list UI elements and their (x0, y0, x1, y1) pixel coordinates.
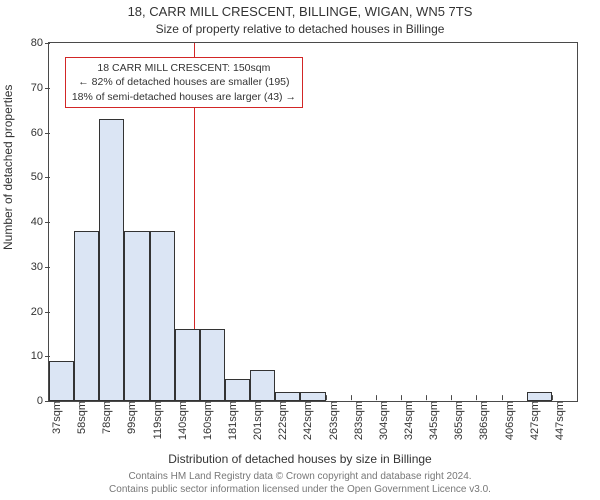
histogram-bar (150, 231, 175, 401)
x-tick: 427sqm (525, 401, 541, 440)
x-tick: 201sqm (248, 401, 264, 440)
y-tick: 70 (31, 82, 49, 94)
y-tick: 40 (31, 216, 49, 228)
histogram-bar (99, 119, 124, 401)
x-tick: 324sqm (399, 401, 415, 440)
x-tick: 406sqm (500, 401, 516, 440)
y-tick: 30 (31, 261, 49, 273)
x-tick: 222sqm (273, 401, 289, 440)
x-tick: 263sqm (324, 401, 340, 440)
annotation-line-3: 18% of semi-detached houses are larger (… (72, 90, 296, 104)
histogram-bar (200, 329, 225, 401)
x-tick: 386sqm (474, 401, 490, 440)
annotation-line-2: ← 82% of detached houses are smaller (19… (72, 75, 296, 89)
y-tick: 80 (31, 37, 49, 49)
y-tick: 10 (31, 350, 49, 362)
histogram-bar (74, 231, 99, 401)
histogram-bar (300, 392, 325, 401)
histogram-bar (49, 361, 74, 401)
y-axis-label: Number of detached properties (1, 85, 15, 250)
histogram-bar (225, 379, 250, 401)
x-tick: 99sqm (122, 401, 138, 434)
annotation-box: 18 CARR MILL CRESCENT: 150sqm ← 82% of d… (65, 57, 303, 108)
x-tick: 304sqm (374, 401, 390, 440)
histogram-bar (275, 392, 300, 401)
x-tick: 447sqm (550, 401, 566, 440)
x-tick: 160sqm (198, 401, 214, 440)
histogram-bar (175, 329, 200, 401)
y-tick: 50 (31, 171, 49, 183)
y-tick: 60 (31, 127, 49, 139)
histogram-bar (250, 370, 275, 401)
x-tick: 242sqm (298, 401, 314, 440)
x-tick: 181sqm (223, 401, 239, 440)
chart-title: 18, CARR MILL CRESCENT, BILLINGE, WIGAN,… (0, 4, 600, 19)
chart-subtitle: Size of property relative to detached ho… (0, 22, 600, 36)
y-tick: 20 (31, 306, 49, 318)
footer-line-2: Contains public sector information licen… (0, 484, 600, 497)
chart-frame: 18, CARR MILL CRESCENT, BILLINGE, WIGAN,… (0, 0, 600, 500)
x-tick: 78sqm (97, 401, 113, 434)
annotation-line-1: 18 CARR MILL CRESCENT: 150sqm (72, 61, 296, 75)
x-tick: 37sqm (47, 401, 63, 434)
x-tick: 365sqm (449, 401, 465, 440)
footer-attribution: Contains HM Land Registry data © Crown c… (0, 471, 600, 496)
histogram-bar (124, 231, 149, 401)
x-axis-label: Distribution of detached houses by size … (0, 452, 600, 466)
x-tick: 283sqm (349, 401, 365, 440)
histogram-bar (527, 392, 552, 401)
x-tick: 140sqm (173, 401, 189, 440)
x-tick: 58sqm (72, 401, 88, 434)
x-tick: 345sqm (424, 401, 440, 440)
footer-line-1: Contains HM Land Registry data © Crown c… (0, 471, 600, 484)
x-tick: 119sqm (148, 401, 164, 439)
plot-area: 18 CARR MILL CRESCENT: 150sqm ← 82% of d… (48, 42, 578, 402)
